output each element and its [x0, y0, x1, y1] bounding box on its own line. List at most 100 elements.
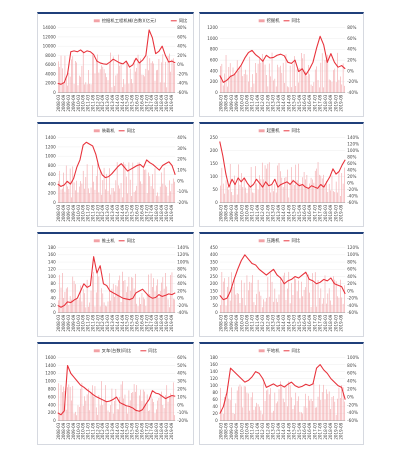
x-tick: 2009-09: [234, 422, 239, 439]
y-left-tick: 12000: [43, 34, 57, 39]
x-tick: 2011-03: [250, 204, 255, 221]
x-tick: 2012-03: [260, 314, 265, 331]
x-tick: 2008-03: [218, 204, 223, 221]
x-tick: 2017-03: [144, 314, 149, 331]
y-right-tick: 80%: [347, 25, 356, 30]
y-right-tick: -60%: [347, 310, 358, 315]
y-right-tick: 60%: [347, 267, 356, 272]
x-tick: 2012-09: [100, 204, 105, 221]
x-tick: 2015-09: [130, 94, 135, 111]
x-tick: 2019-03: [333, 314, 338, 331]
series-line: [219, 35, 346, 83]
x-tick: 2016-09: [307, 422, 312, 439]
x-tick: 2018-09: [328, 94, 333, 111]
y-right-tick: 20%: [177, 288, 186, 293]
x-tick: 2008-09: [224, 94, 229, 111]
y-right-tick: 20%: [347, 387, 356, 392]
y-left-tick: 100: [210, 174, 218, 179]
y-right-tick: -20%: [347, 187, 358, 192]
x-tick: 2019-09: [339, 94, 344, 111]
x-tick: 2010-03: [76, 94, 81, 111]
x-tick: 2019-09: [339, 314, 344, 331]
legend: 挖掘机 同比: [258, 17, 301, 24]
x-tick: 2016-03: [302, 94, 307, 111]
y-right-tick: 20%: [347, 281, 356, 286]
y-left-tick: 450: [210, 245, 218, 250]
legend-swatch-bar: [93, 239, 100, 243]
y-right-tick: -40%: [347, 90, 358, 95]
y-left-tick: 100: [48, 274, 56, 279]
y-left-tick: 4000: [45, 71, 56, 76]
x-tick: 2016-03: [134, 204, 139, 221]
x-tick: 2019-09: [339, 204, 344, 221]
legend-label: 装载机: [102, 127, 116, 134]
chart-svg: 叉车(台数)同比 同比 0 200 400 600 800 1000 1200 1400 1600 -…: [45, 347, 188, 439]
x-tick: 2018-03: [154, 94, 159, 111]
y-right-tick: 0%: [347, 394, 354, 399]
x-tick: 2010-09: [81, 204, 86, 221]
chart-panel-3: 装载机 同比 0 200 400 600 800 1000 1200 1400 -20% -10% 0%…: [37, 122, 194, 227]
y-left-tick: 60: [213, 397, 219, 402]
chart-panel-5: 推土机 同比 0 20 40 60 80 100 120 140 160 180 -40% -20% 0% 2…: [37, 232, 194, 337]
y-right-tick: 60%: [347, 36, 356, 41]
y-right-tick: 0%: [177, 62, 184, 67]
legend: 推土机 同比: [93, 237, 136, 244]
y-right-tick: -60%: [347, 418, 358, 423]
y-left-tick: 100: [210, 383, 218, 388]
y-right-tick: 20%: [177, 53, 186, 58]
x-tick: 2012-09: [100, 422, 105, 439]
y-right-tick: 120%: [347, 142, 359, 147]
x-tick: 2015-03: [292, 204, 297, 221]
legend-swatch-bar: [93, 19, 100, 23]
x-tick: 2015-09: [130, 422, 135, 439]
legend-label: 同比: [291, 17, 300, 24]
x-tick: 2009-09: [71, 314, 76, 331]
y-left-tick: 50: [213, 187, 219, 192]
y-right-tick: 0%: [347, 288, 354, 293]
y-left-tick: 200: [210, 79, 218, 84]
x-tick: 2014-09: [286, 204, 291, 221]
chart-panel-6: 压路机 同比 0 50 100 150 200 250 300 350 400 450 -60% -40%…: [199, 232, 364, 337]
y-right-tick: -40%: [177, 310, 188, 315]
legend-label: 推土机: [102, 237, 116, 244]
y-right-tick: -20%: [347, 402, 358, 407]
x-tick: 2008-09: [61, 204, 66, 221]
x-tick: 2011-03: [250, 94, 255, 111]
y-left-tick: 0: [215, 310, 218, 315]
y-left-tick: 80: [50, 281, 56, 286]
x-tick: 2013-09: [276, 314, 281, 331]
x-tick: 2015-09: [297, 204, 302, 221]
x-tick: 2010-09: [244, 314, 249, 331]
y-left-tick: 160: [210, 362, 218, 367]
x-tick: 2019-03: [164, 94, 169, 111]
x-tick: 2018-09: [159, 314, 164, 331]
y-right-tick: 40%: [177, 44, 186, 49]
x-tick: 2010-03: [76, 422, 81, 439]
x-tick: 2014-03: [281, 94, 286, 111]
y-left-tick: 100: [210, 296, 218, 301]
y-left-tick: 14000: [43, 25, 57, 30]
x-tick: 2013-09: [110, 314, 115, 331]
x-tick: 2014-09: [120, 314, 125, 331]
y-right-tick: -20%: [177, 418, 188, 423]
x-tick: 2013-03: [105, 94, 110, 111]
x-tick: 2016-09: [139, 422, 144, 439]
y-right-tick: 40%: [347, 274, 356, 279]
y-right-tick: 30%: [177, 146, 186, 151]
y-left-tick: 800: [48, 163, 56, 168]
x-tick: 2012-09: [100, 94, 105, 111]
x-tick: 2014-03: [115, 314, 120, 331]
y-left-tick: 600: [48, 172, 56, 177]
y-left-tick: 800: [48, 387, 56, 392]
x-tick: 2012-03: [95, 422, 100, 439]
y-left-tick: 1600: [45, 355, 56, 360]
y-left-tick: 20: [213, 411, 219, 416]
x-tick: 2013-03: [105, 204, 110, 221]
x-tick: 2018-03: [154, 204, 159, 221]
y-left-tick: 1200: [45, 144, 56, 149]
y-left-tick: 0: [53, 418, 56, 423]
y-right-tick: 100%: [347, 148, 359, 153]
y-left-tick: 1200: [207, 25, 218, 30]
x-tick: 2009-09: [234, 94, 239, 111]
legend-label: 挖掘机工程机械(台数)(亿元): [102, 17, 157, 24]
